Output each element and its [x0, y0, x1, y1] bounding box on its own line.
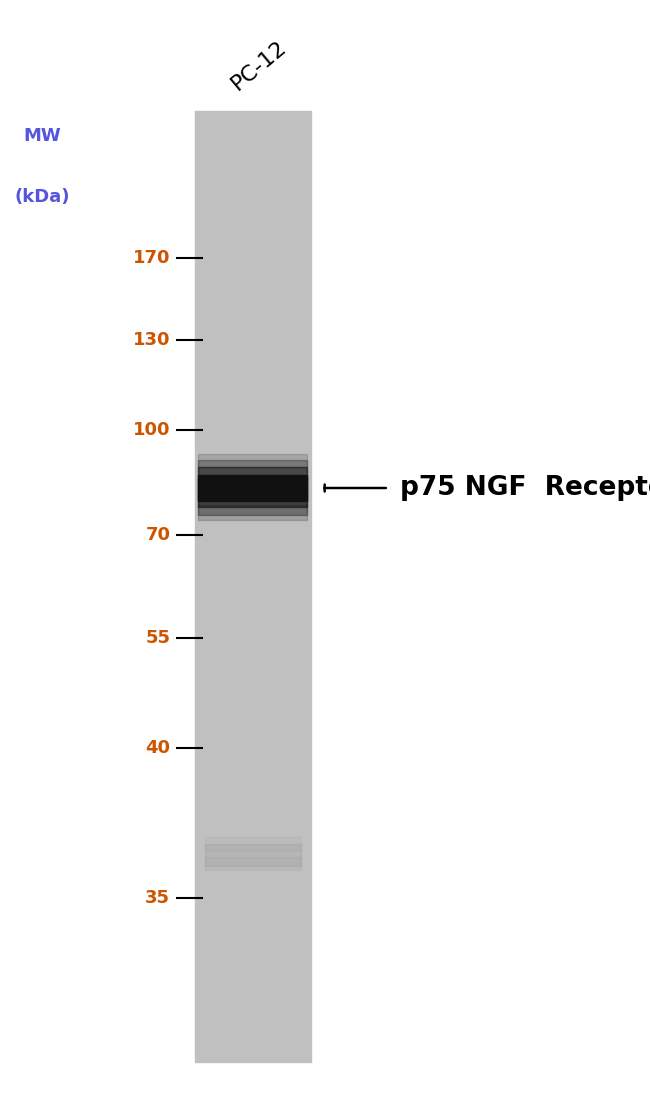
Text: p75 NGF  Receptor: p75 NGF Receptor [400, 474, 650, 501]
Text: 100: 100 [133, 421, 170, 439]
Text: PC-12: PC-12 [228, 36, 291, 94]
Bar [198, 497, 307, 514]
Text: 170: 170 [133, 249, 170, 267]
Bar [205, 857, 301, 870]
Bar [205, 837, 301, 851]
Text: 40: 40 [146, 739, 170, 757]
Bar [198, 453, 307, 467]
Text: MW: MW [23, 127, 61, 145]
Bar [198, 460, 307, 476]
Bar [195, 111, 311, 1062]
Bar [198, 487, 307, 507]
Text: (kDa): (kDa) [14, 188, 70, 206]
Bar [205, 844, 301, 866]
Text: 70: 70 [146, 526, 170, 544]
Bar [198, 467, 307, 487]
Text: 130: 130 [133, 331, 170, 349]
Bar [198, 477, 307, 499]
Text: 35: 35 [146, 889, 170, 907]
Text: 55: 55 [146, 629, 170, 647]
Bar [198, 474, 307, 501]
Bar [198, 504, 307, 520]
